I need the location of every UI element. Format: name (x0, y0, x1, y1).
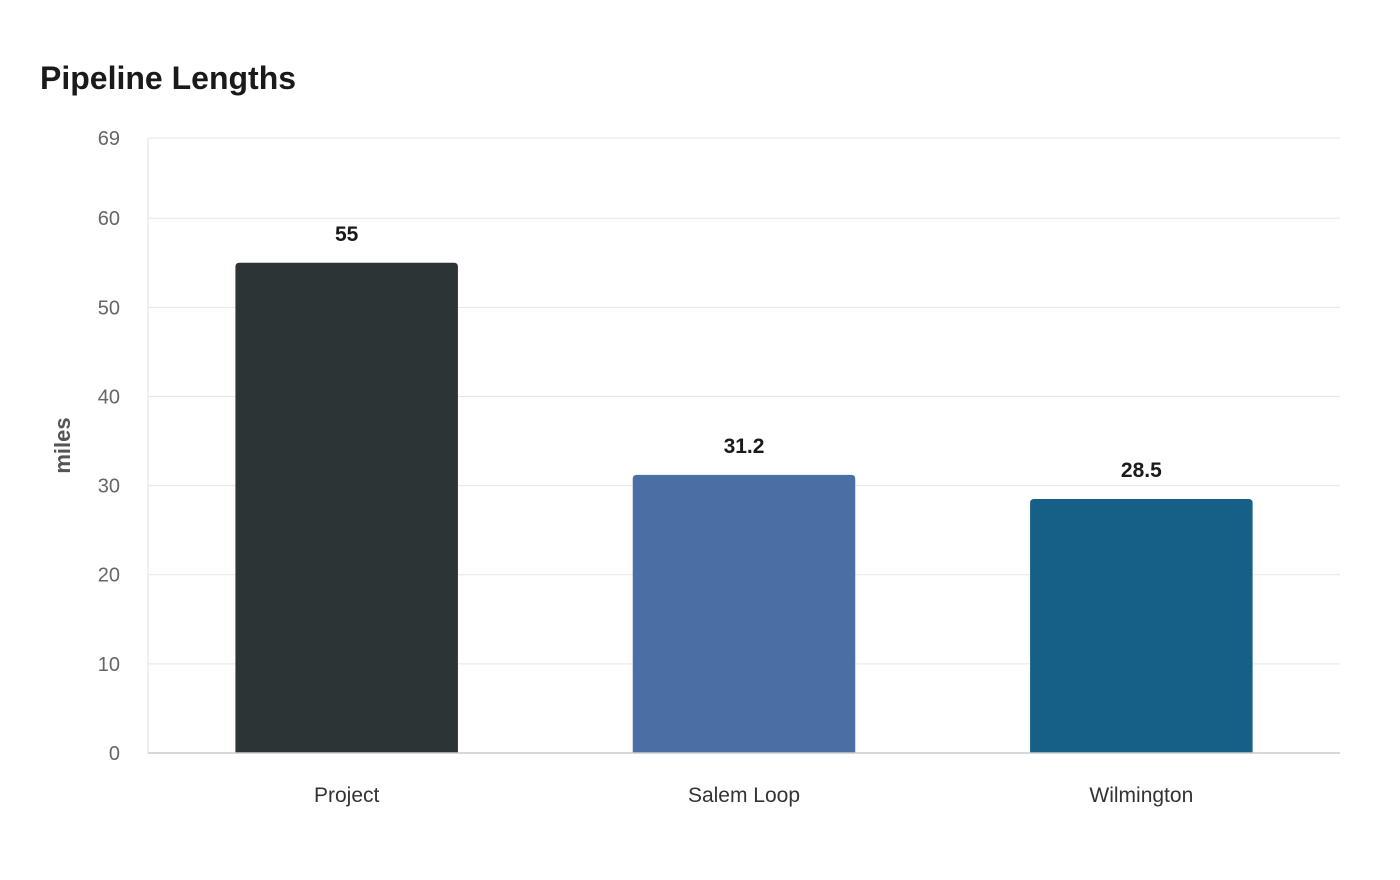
bar[interactable] (235, 262, 458, 753)
data-label: 31.2 (724, 435, 765, 458)
bar[interactable] (632, 474, 856, 753)
x-tick-label: Project (314, 784, 380, 807)
data-label: 28.5 (1121, 459, 1162, 482)
chart-title: Pipeline Lengths (40, 60, 297, 96)
y-axis-title: miles (50, 417, 75, 473)
x-tick-label: Wilmington (1089, 784, 1193, 807)
y-tick-label: 60 (98, 208, 120, 230)
bar[interactable] (1030, 498, 1253, 753)
y-tick-label: 69 (98, 128, 120, 150)
y-tick-label: 20 (98, 565, 120, 587)
y-tick-label: 50 (98, 297, 120, 319)
y-tick-label: 10 (98, 654, 120, 676)
x-tick-label: Salem Loop (688, 784, 800, 807)
y-tick-label: 40 (98, 386, 120, 408)
y-tick-label: 0 (109, 743, 120, 765)
data-label: 55 (335, 223, 359, 246)
y-tick-label: 30 (98, 476, 120, 498)
